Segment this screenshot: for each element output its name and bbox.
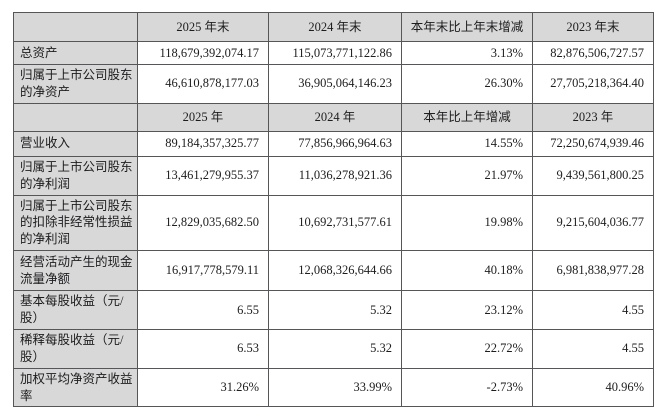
value-cell: 3.13% xyxy=(401,41,533,65)
header-cell-yoy-change-year: 本年比上年增减 xyxy=(401,102,533,132)
value-cell: 14.55% xyxy=(401,130,533,157)
table-row-net-assets: 归属于上市公司股东的净资产 46,610,878,177.03 36,905,0… xyxy=(13,64,654,104)
row-label: 营业收入 xyxy=(13,130,138,157)
value-cell: 26.30% xyxy=(401,64,533,104)
table-row-diluted-eps: 稀释每股收益（元/股） 6.53 5.32 22.72% 4.55 xyxy=(13,328,654,369)
value-cell: 27,705,218,364.40 xyxy=(532,64,654,104)
value-cell: 89,184,357,325.77 xyxy=(137,130,269,157)
table-row-operating-revenue: 营业收入 89,184,357,325.77 77,856,966,964.63… xyxy=(13,130,654,157)
value-cell: 10,692,731,577.61 xyxy=(268,194,402,252)
value-cell: 6.55 xyxy=(137,290,269,330)
value-cell: 40.18% xyxy=(401,250,533,292)
financial-summary-sheet: 2025 年末 2024 年末 本年末比上年末增减 2023 年末 总资产 11… xyxy=(13,12,654,407)
table-row-net-profit: 归属于上市公司股东的净利润 13,461,279,955.37 11,036,2… xyxy=(13,155,654,196)
value-cell: 72,250,674,939.46 xyxy=(532,130,654,157)
value-cell: 19.98% xyxy=(401,194,533,252)
table-row-weighted-avg-roe: 加权平均净资产收益率 31.26% 33.99% -2.73% 40.96% xyxy=(13,367,654,407)
table-row-basic-eps: 基本每股收益（元/股） 6.55 5.32 23.12% 4.55 xyxy=(13,290,654,330)
value-cell: 12,829,035,682.50 xyxy=(137,194,269,252)
value-cell: 4.55 xyxy=(532,328,654,369)
value-cell: 115,073,771,122.86 xyxy=(268,41,402,65)
value-cell: 4.55 xyxy=(532,290,654,330)
value-cell: 21.97% xyxy=(401,155,533,196)
header-cell-2024-year: 2024 年 xyxy=(268,102,402,132)
header-cell-2024-year-end: 2024 年末 xyxy=(268,12,402,42)
header-cell-2023-year: 2023 年 xyxy=(532,102,654,132)
value-cell: 12,068,326,644.66 xyxy=(268,250,402,292)
row-label: 归属于上市公司股东的扣除非经常性损益的净利润 xyxy=(13,194,138,252)
row-label: 经营活动产生的现金流量净额 xyxy=(13,250,138,292)
value-cell: 5.32 xyxy=(268,328,402,369)
header-cell-2025-year: 2025 年 xyxy=(137,102,269,132)
value-cell: 82,876,506,727.57 xyxy=(532,41,654,65)
value-cell: 77,856,966,964.63 xyxy=(268,130,402,157)
value-cell: 22.72% xyxy=(401,328,533,369)
table-row-operating-cash-flow: 经营活动产生的现金流量净额 16,917,778,579.11 12,068,3… xyxy=(13,250,654,292)
row-label: 稀释每股收益（元/股） xyxy=(13,328,138,369)
row-label: 加权平均净资产收益率 xyxy=(13,367,138,407)
header-cell-blank xyxy=(13,102,138,132)
value-cell: 46,610,878,177.03 xyxy=(137,64,269,104)
value-cell: 118,679,392,074.17 xyxy=(137,41,269,65)
value-cell: 33.99% xyxy=(268,367,402,407)
value-cell: 9,439,561,800.25 xyxy=(532,155,654,196)
header-cell-2023-year-end: 2023 年末 xyxy=(532,12,654,42)
value-cell: 13,461,279,955.37 xyxy=(137,155,269,196)
value-cell: 23.12% xyxy=(401,290,533,330)
value-cell: -2.73% xyxy=(401,367,533,407)
value-cell: 40.96% xyxy=(532,367,654,407)
header-cell-blank xyxy=(13,12,138,42)
value-cell: 11,036,278,921.36 xyxy=(268,155,402,196)
financial-summary-table: 2025 年末 2024 年末 本年末比上年末增减 2023 年末 总资产 11… xyxy=(13,12,654,407)
value-cell: 5.32 xyxy=(268,290,402,330)
header-cell-yoy-change-year-end: 本年末比上年末增减 xyxy=(401,12,533,42)
header-cell-2025-year-end: 2025 年末 xyxy=(137,12,269,42)
value-cell: 36,905,064,146.23 xyxy=(268,64,402,104)
row-label: 基本每股收益（元/股） xyxy=(13,290,138,330)
row-label: 归属于上市公司股东的净利润 xyxy=(13,155,138,196)
value-cell: 31.26% xyxy=(137,367,269,407)
value-cell: 6,981,838,977.28 xyxy=(532,250,654,292)
table-row-net-profit-excl-nonrecurring: 归属于上市公司股东的扣除非经常性损益的净利润 12,829,035,682.50… xyxy=(13,194,654,252)
header-row-annual: 2025 年 2024 年 本年比上年增减 2023 年 xyxy=(13,102,654,132)
table-row-total-assets: 总资产 118,679,392,074.17 115,073,771,122.8… xyxy=(13,41,654,65)
value-cell: 9,215,604,036.77 xyxy=(532,194,654,252)
row-label: 归属于上市公司股东的净资产 xyxy=(13,64,138,104)
value-cell: 6.53 xyxy=(137,328,269,369)
value-cell: 16,917,778,579.11 xyxy=(137,250,269,292)
header-row-year-end: 2025 年末 2024 年末 本年末比上年末增减 2023 年末 xyxy=(13,12,654,42)
row-label: 总资产 xyxy=(13,41,138,65)
